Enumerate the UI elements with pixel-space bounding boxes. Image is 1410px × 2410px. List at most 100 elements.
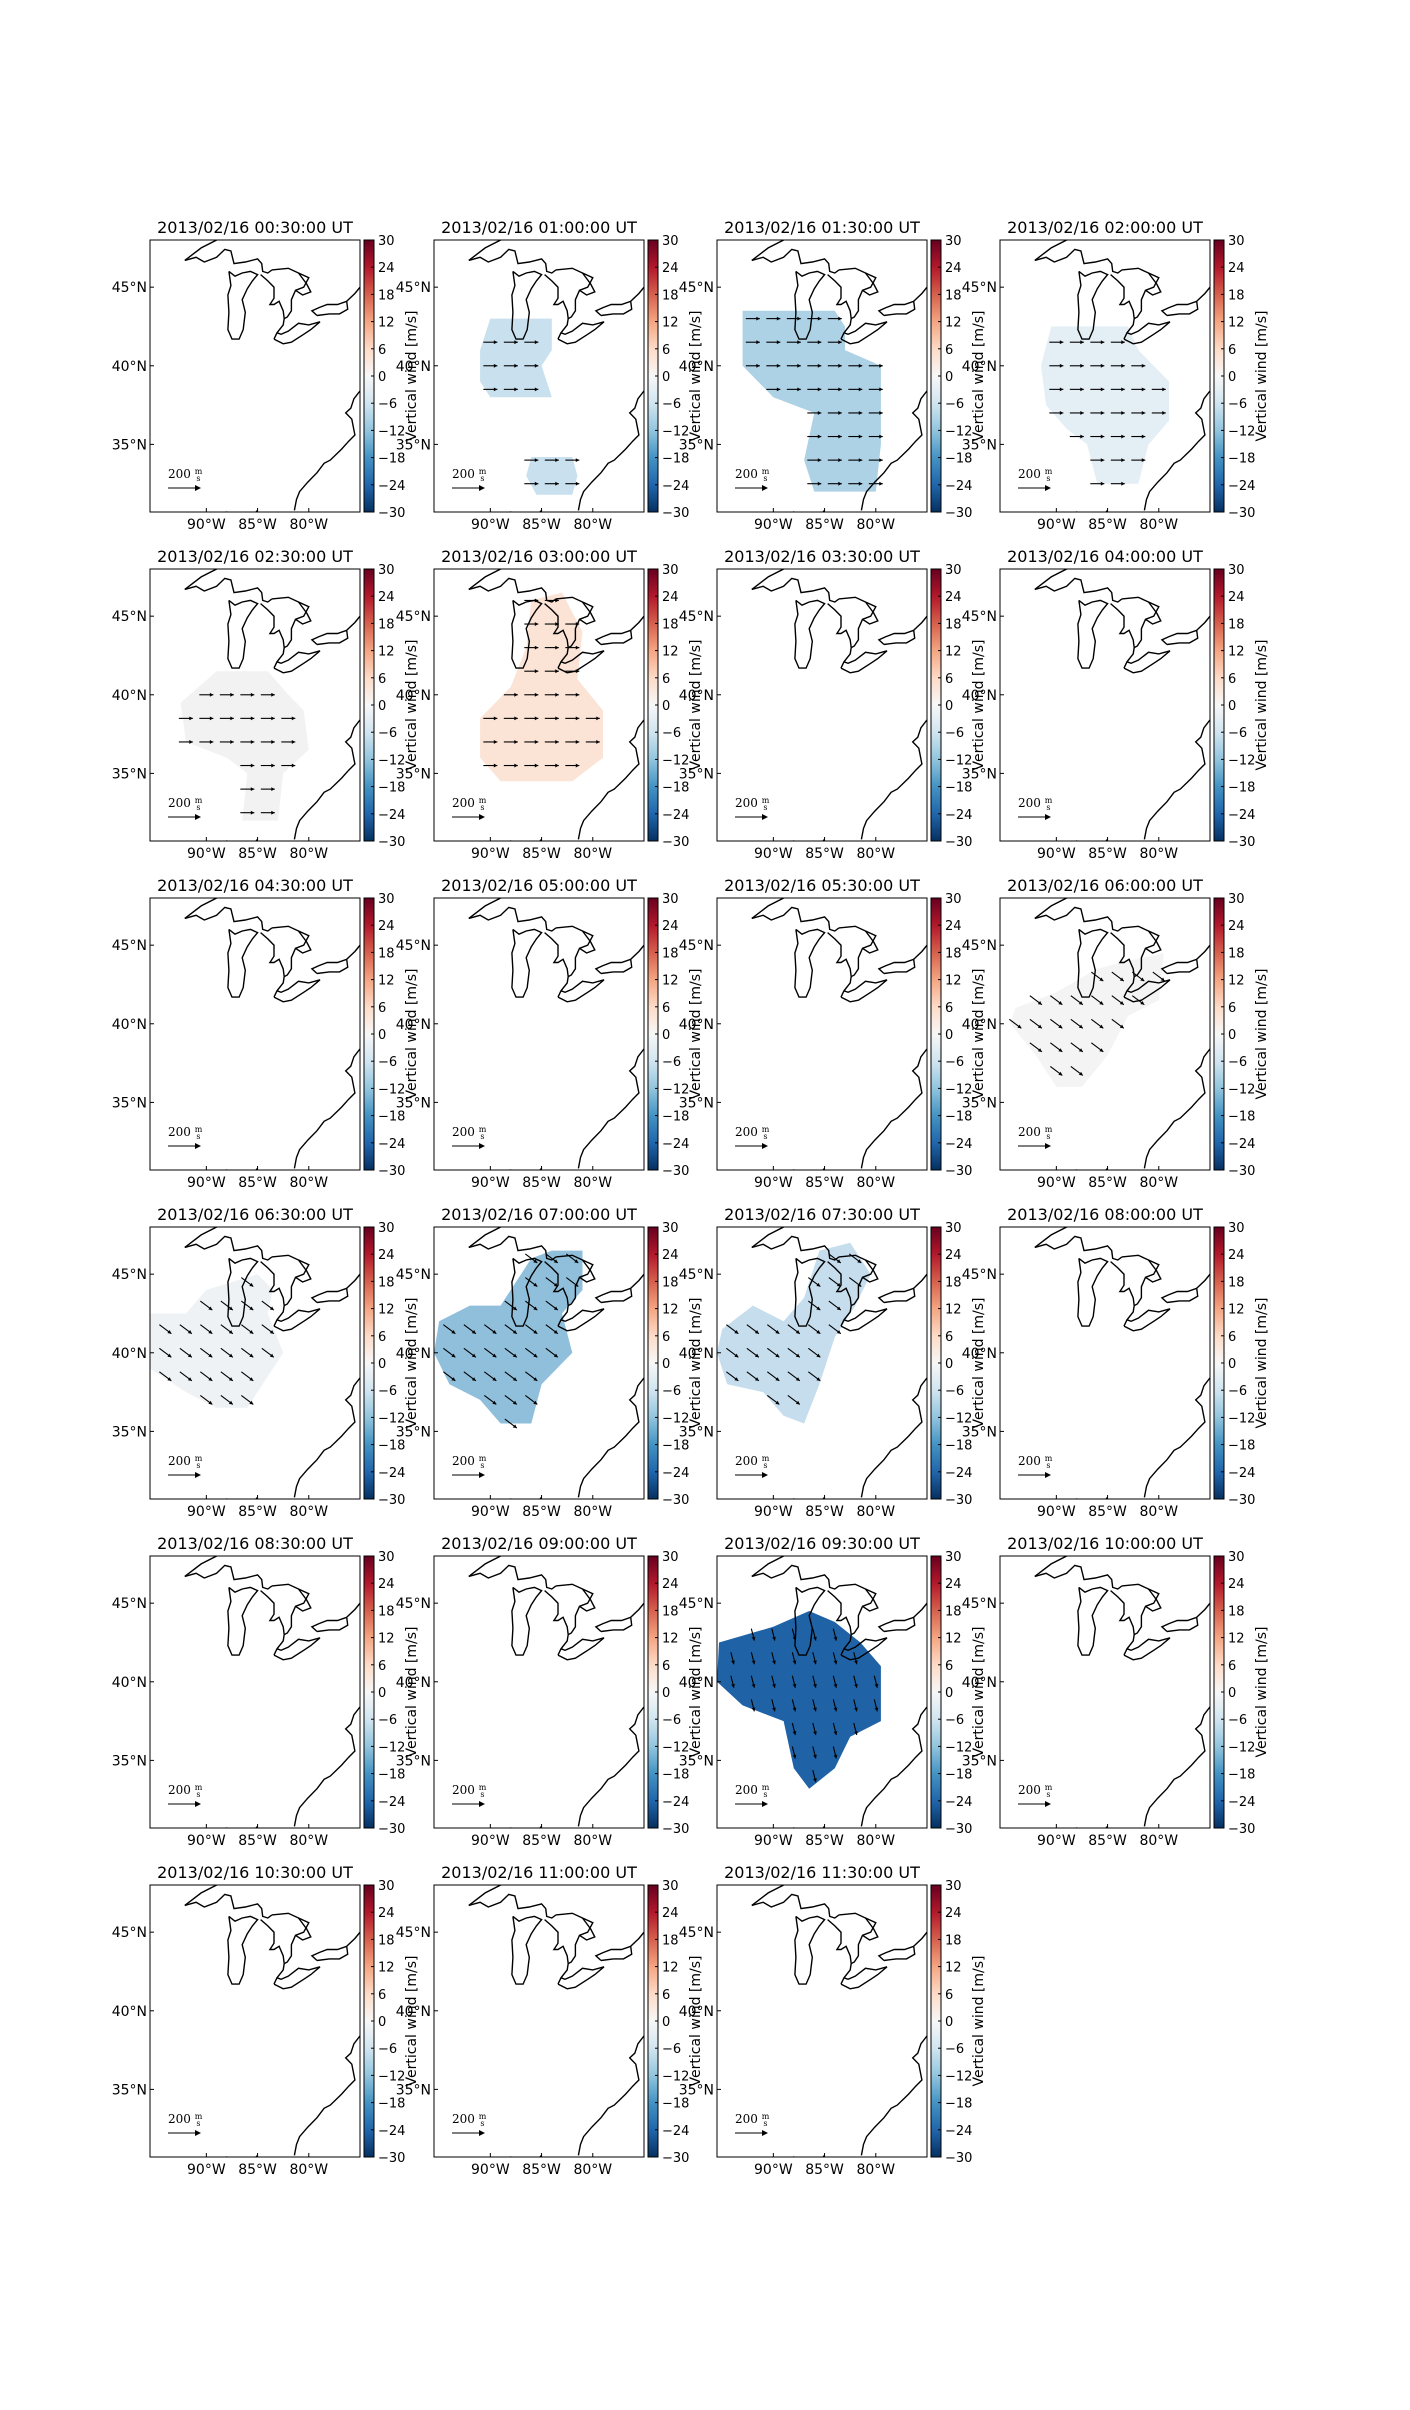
map-figure: 2013/02/16 07:00:00 UT 45°N 40°N 35°N 90°W 85… bbox=[396, 1205, 704, 1520]
colorbar-tick-label: −18 bbox=[378, 452, 405, 467]
lat-tick-label: 45°N bbox=[962, 280, 997, 296]
coastline bbox=[594, 300, 633, 317]
wind-vector-head bbox=[775, 1330, 780, 1334]
lon-tick-label: 90°W bbox=[187, 2162, 226, 2178]
coastline bbox=[511, 1257, 543, 1327]
coastline bbox=[840, 650, 888, 674]
coastline bbox=[827, 603, 852, 669]
coastline bbox=[751, 569, 785, 590]
wind-vector-head bbox=[1100, 434, 1105, 439]
coastline bbox=[184, 240, 218, 261]
wind-vector-head bbox=[575, 692, 580, 697]
panel-title: 2013/02/16 04:30:00 UT bbox=[157, 876, 353, 895]
colorbar-tick-label: −6 bbox=[378, 1055, 397, 1070]
colorbar-tick-label: −24 bbox=[378, 2124, 405, 2139]
map-panel: 2013/02/16 01:30:00 UT 45°N 40°N 35°N 90°W 85… bbox=[679, 218, 1022, 572]
coastline bbox=[579, 1917, 596, 1941]
coastline bbox=[751, 1235, 840, 1261]
colorbar-tick-label: 12 bbox=[378, 645, 395, 660]
colorbar-tick-label: −18 bbox=[1228, 1768, 1255, 1783]
map-panel: 2013/02/16 00:30:00 UT 45°N 40°N 35°N 90°W 85… bbox=[112, 218, 455, 572]
colorbar-tick-label: −30 bbox=[1228, 835, 1255, 850]
wind-vector-head bbox=[1059, 411, 1064, 415]
wind-vector-head bbox=[512, 1330, 517, 1334]
coastline bbox=[862, 1259, 879, 1283]
coastline bbox=[346, 1273, 360, 1289]
wind-vector-head bbox=[553, 1282, 558, 1287]
colorbar-tick-label: 30 bbox=[662, 563, 679, 578]
wind-vector-head bbox=[451, 1377, 456, 1381]
colorbar-tick-label: 12 bbox=[378, 1303, 395, 1318]
colorbar-label: Vertical wind [m/s] bbox=[688, 640, 704, 771]
colorbar-tick-label: 18 bbox=[945, 1604, 962, 1619]
colorbar-label: Vertical wind [m/s] bbox=[971, 311, 987, 442]
colorbar-label: Vertical wind [m/s] bbox=[688, 311, 704, 442]
colorbar-tick-label: −12 bbox=[945, 1740, 972, 1755]
panel-title: 2013/02/16 09:00:00 UT bbox=[441, 1534, 637, 1553]
wind-vector-head bbox=[1140, 977, 1145, 982]
colorbar-tick-label: 30 bbox=[1228, 563, 1245, 578]
colorbar-tick-label: −12 bbox=[662, 1740, 689, 1755]
colorbar-tick-label: 24 bbox=[662, 919, 679, 934]
wind-vector-head bbox=[534, 363, 539, 368]
wind-vector-head bbox=[189, 740, 193, 744]
wind-vector-head bbox=[1121, 458, 1125, 463]
lat-tick-label: 40°N bbox=[396, 2004, 431, 2020]
wind-vector-head bbox=[879, 387, 883, 392]
coastline bbox=[1196, 944, 1210, 960]
lon-tick-label: 85°W bbox=[1088, 1175, 1127, 1191]
colorbar-tick-label: −30 bbox=[378, 835, 405, 850]
wind-vector-head bbox=[250, 787, 255, 792]
colorbar-tick-label: 6 bbox=[1228, 1330, 1236, 1345]
wind-vector-head bbox=[250, 692, 255, 697]
panel-title: 2013/02/16 01:00:00 UT bbox=[441, 218, 637, 237]
wind-vector-head bbox=[874, 1707, 879, 1712]
colorbar-tick-label: 0 bbox=[945, 370, 953, 385]
map-frame bbox=[999, 897, 1211, 1171]
coastline bbox=[468, 906, 557, 932]
coastline bbox=[225, 509, 259, 512]
lat-tick-label: 45°N bbox=[396, 1596, 431, 1612]
wind-vector-head bbox=[754, 1330, 759, 1334]
colorbar-tick-label: −24 bbox=[378, 1466, 405, 1481]
coastline bbox=[862, 272, 879, 296]
colorbar-tick-label: 30 bbox=[662, 892, 679, 907]
coastline bbox=[1145, 1259, 1162, 1283]
wind-vector-head bbox=[1121, 481, 1125, 486]
colorbar-tick-label: 24 bbox=[945, 261, 962, 276]
coastline bbox=[860, 2035, 927, 2156]
colorbar-tick-label: 24 bbox=[662, 1248, 679, 1263]
lat-tick-label: 40°N bbox=[396, 1675, 431, 1691]
wind-vector-head bbox=[1059, 340, 1064, 345]
coastline bbox=[225, 1167, 259, 1170]
colorbar-tick-label: −12 bbox=[1228, 1411, 1255, 1426]
colorbar-tick-label: −24 bbox=[378, 808, 405, 823]
panel-title: 2013/02/16 11:00:00 UT bbox=[441, 1863, 637, 1882]
lat-tick-label: 40°N bbox=[112, 1675, 147, 1691]
coastline bbox=[184, 1235, 273, 1261]
coastline bbox=[260, 603, 285, 669]
map-panel: 2013/02/16 06:30:00 UT 45°N 40°N 35°N 90°W 85… bbox=[112, 1205, 455, 1559]
coastline bbox=[877, 1945, 916, 1962]
wind-vector-head bbox=[838, 411, 842, 415]
colorbar-tick-label: 30 bbox=[1228, 1221, 1245, 1236]
wind-vector-head bbox=[833, 1707, 838, 1712]
colorbar-tick-label: 6 bbox=[662, 1988, 670, 2003]
colorbar-tick-label: −18 bbox=[945, 1768, 972, 1783]
lon-tick-label: 90°W bbox=[187, 1833, 226, 1849]
map-frame bbox=[149, 1226, 361, 1500]
lat-tick-label: 35°N bbox=[112, 766, 147, 782]
wind-vector-head bbox=[1100, 363, 1105, 368]
coastline bbox=[1196, 1602, 1210, 1618]
wind-vector-head bbox=[1100, 458, 1105, 463]
colorbar-tick-label: 12 bbox=[662, 974, 679, 989]
wind-region bbox=[717, 1242, 871, 1424]
map-panel: 2013/02/16 09:30:00 UT 45°N 40°N 35°N 90°W 85… bbox=[679, 1534, 1022, 1888]
colorbar-tick-label: 6 bbox=[662, 1330, 670, 1345]
wind-vector-head bbox=[493, 387, 498, 392]
wind-vector-head bbox=[167, 1330, 172, 1334]
wind-vector-head bbox=[208, 1353, 213, 1358]
lon-tick-label: 85°W bbox=[522, 846, 561, 862]
colorbar-tick-label: 0 bbox=[945, 2015, 953, 2030]
coastline bbox=[751, 1227, 785, 1248]
